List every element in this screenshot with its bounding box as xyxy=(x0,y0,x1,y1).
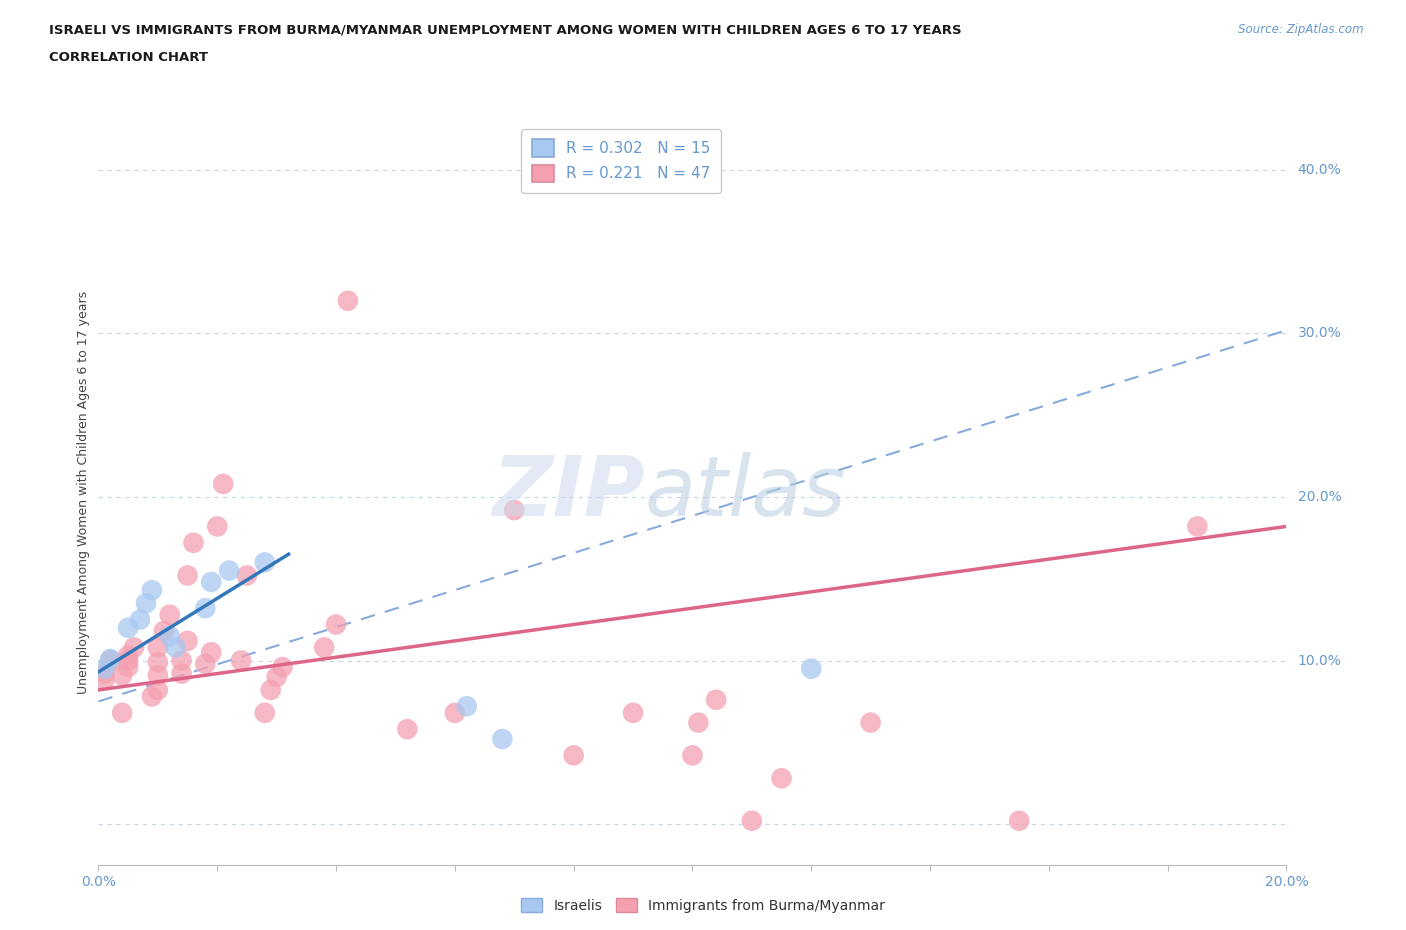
Text: 20.0%: 20.0% xyxy=(1298,490,1341,504)
Point xyxy=(688,715,710,730)
Point xyxy=(1008,814,1031,829)
Point xyxy=(314,640,336,655)
Text: Source: ZipAtlas.com: Source: ZipAtlas.com xyxy=(1239,23,1364,36)
Point xyxy=(253,555,276,570)
Point xyxy=(170,666,193,681)
Point xyxy=(93,672,115,687)
Text: ISRAELI VS IMMIGRANTS FROM BURMA/MYANMAR UNEMPLOYMENT AMONG WOMEN WITH CHILDREN : ISRAELI VS IMMIGRANTS FROM BURMA/MYANMAR… xyxy=(49,23,962,36)
Point xyxy=(218,564,240,578)
Point xyxy=(98,651,121,666)
Point xyxy=(98,653,121,668)
Point xyxy=(443,705,465,720)
Point xyxy=(236,568,259,583)
Legend: Israelis, Immigrants from Burma/Myanmar: Israelis, Immigrants from Burma/Myanmar xyxy=(516,893,890,919)
Text: atlas: atlas xyxy=(645,452,846,534)
Point xyxy=(704,692,727,707)
Point xyxy=(770,771,793,786)
Point xyxy=(146,640,169,655)
Point xyxy=(491,732,513,747)
Legend: R = 0.302   N = 15, R = 0.221   N = 47: R = 0.302 N = 15, R = 0.221 N = 47 xyxy=(522,128,721,193)
Point xyxy=(183,536,205,551)
Point xyxy=(800,661,823,676)
Point xyxy=(336,293,359,308)
Point xyxy=(194,601,217,616)
Point xyxy=(111,705,134,720)
Point xyxy=(159,629,181,644)
Text: CORRELATION CHART: CORRELATION CHART xyxy=(49,51,208,64)
Point xyxy=(325,618,347,632)
Point xyxy=(165,640,187,655)
Point xyxy=(93,666,115,681)
Point xyxy=(205,519,228,534)
Point xyxy=(271,659,294,674)
Point xyxy=(117,620,139,635)
Point xyxy=(456,698,478,713)
Point xyxy=(229,653,252,668)
Point xyxy=(176,568,198,583)
Point xyxy=(93,661,115,676)
Point xyxy=(117,659,139,674)
Point xyxy=(135,596,157,611)
Point xyxy=(146,683,169,698)
Point xyxy=(117,648,139,663)
Text: 40.0%: 40.0% xyxy=(1298,163,1341,177)
Text: 30.0%: 30.0% xyxy=(1298,326,1341,340)
Point xyxy=(859,715,882,730)
Point xyxy=(111,668,134,683)
Point xyxy=(194,657,217,671)
Point xyxy=(253,705,276,720)
Point xyxy=(266,670,288,684)
Point xyxy=(176,633,198,648)
Point xyxy=(122,640,145,655)
Point xyxy=(1187,519,1209,534)
Y-axis label: Unemployment Among Women with Children Ages 6 to 17 years: Unemployment Among Women with Children A… xyxy=(77,291,90,695)
Point xyxy=(117,653,139,668)
Point xyxy=(741,814,763,829)
Point xyxy=(129,612,152,627)
Point xyxy=(621,705,644,720)
Point xyxy=(260,683,283,698)
Point xyxy=(146,668,169,683)
Point xyxy=(141,583,163,598)
Point xyxy=(146,655,169,670)
Text: 10.0%: 10.0% xyxy=(1298,654,1341,668)
Point xyxy=(396,722,419,737)
Point xyxy=(212,476,235,491)
Point xyxy=(200,644,222,659)
Point xyxy=(152,624,174,639)
Point xyxy=(503,502,526,517)
Point xyxy=(159,607,181,622)
Point xyxy=(170,653,193,668)
Text: ZIP: ZIP xyxy=(492,452,645,534)
Point xyxy=(141,689,163,704)
Point xyxy=(681,748,703,763)
Point xyxy=(200,575,222,590)
Point xyxy=(562,748,585,763)
